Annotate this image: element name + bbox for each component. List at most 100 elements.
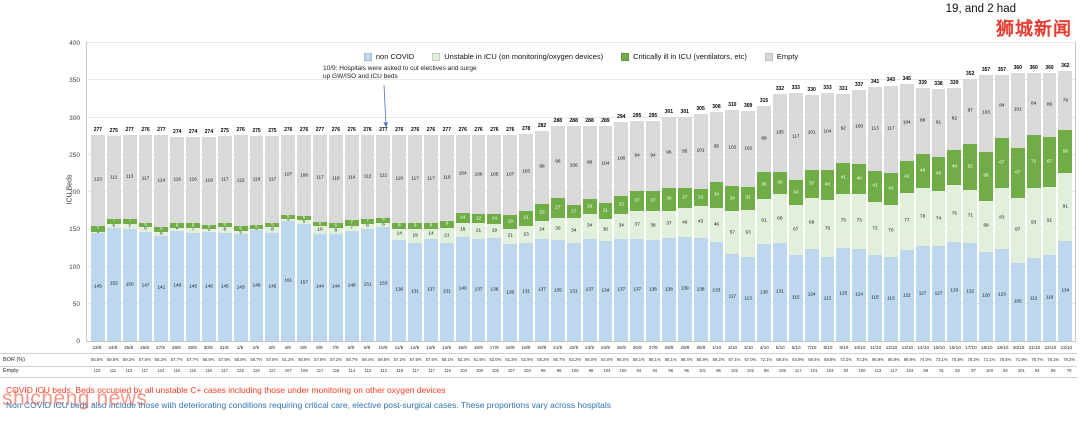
x-axis-date: 11/10: [870, 345, 882, 350]
bar-segment-non_covid: 120: [979, 251, 993, 341]
bar-total-value: 277: [125, 126, 134, 133]
bar-segment-non_covid: 138: [693, 238, 708, 341]
table-cell: 68.1%: [648, 357, 661, 362]
bar-segment-critical: 23: [693, 189, 708, 207]
table-cell: 58.1%: [441, 357, 454, 362]
bar-segment-critical: 6: [138, 222, 153, 228]
bar-stack: 145 27 123: [91, 134, 105, 341]
table-cells: 123 111 113 117 124 116 116 118 117 122 119 117 107 1…: [89, 365, 1077, 377]
bar-segment-value: 150: [125, 281, 134, 287]
bar-segment-value: 101: [696, 148, 705, 154]
x-axis-date: 29/9: [680, 345, 690, 350]
bar-segment-value: 46: [935, 170, 942, 176]
bar-segment-value: 148: [347, 282, 356, 288]
table-cell: 112: [380, 368, 388, 373]
bar-segment-unstable: 14: [392, 229, 407, 240]
bar-segment-non_covid: 131: [566, 243, 581, 341]
bar-segment-non_covid: 127: [931, 246, 946, 341]
bar-segment-empty: 117: [883, 85, 898, 173]
bar-segment-empty: 117: [788, 92, 803, 181]
table-cell: 108: [300, 368, 308, 373]
bar-total-value: 274: [188, 128, 198, 135]
bar-segment-non_covid: 143: [233, 234, 248, 341]
bar-segment-value: 6: [366, 222, 369, 228]
bar-segment-critical: 5: [281, 214, 296, 219]
bar-column: 136 38 27 94 295: [646, 43, 660, 341]
bar-segment-unstable: 19: [487, 224, 502, 239]
bar-total-value: 338: [934, 81, 943, 88]
table-cell: 117: [316, 368, 324, 373]
bar-column: 144 10 6 117 277: [313, 43, 327, 341]
table-cell: 104: [460, 368, 468, 373]
bar-segment-empty: 98: [535, 130, 549, 204]
bar-total-value: 276: [426, 127, 436, 134]
bar-segment-critical: 31: [741, 186, 756, 210]
bar-segment-value: 23: [539, 209, 545, 215]
table-cell: 57.6%: [138, 357, 151, 362]
bar-segment-empty: 112: [360, 135, 375, 219]
bar-segment-value: 101: [1013, 107, 1022, 113]
bar-segment-unstable: 76: [820, 200, 835, 257]
x-axis-date: 7/9: [332, 345, 339, 350]
bar-segment-non_covid: 132: [963, 242, 978, 341]
table-cell: 76.1%: [1047, 357, 1060, 362]
bar-segment-value: 34: [618, 222, 624, 228]
bar-segment-value: 116: [189, 176, 197, 182]
bar-total-value: 352: [966, 70, 975, 77]
bar-column: 131 21 9 116 277: [439, 43, 454, 341]
bar-segment-value: 6: [302, 214, 306, 220]
bar-stack: 135 30 27 96: [550, 126, 565, 341]
bar-stack: 140 18 14 104: [455, 135, 470, 341]
bar-segment-critical: 43: [883, 172, 898, 205]
table-cell: 112: [364, 368, 372, 373]
bar-segment-empty: 103: [979, 75, 993, 152]
bar-segment-value: 5: [223, 221, 227, 227]
bar-segment-empty: 103: [519, 133, 534, 211]
bar-segment-value: 145: [268, 283, 277, 289]
x-axis-date: 21/9: [553, 345, 563, 350]
x-axis-date: 3/10: [743, 345, 753, 350]
bar-segment-critical: 30: [772, 171, 787, 195]
table-cell: 100: [858, 368, 866, 373]
bar-segment-empty: 91: [931, 89, 946, 157]
bar-segment-value: 6: [382, 221, 385, 227]
table-cell: 117: [890, 368, 898, 373]
bar-segment-non_covid: 134: [598, 241, 613, 341]
bar-total-value: 333: [823, 84, 832, 91]
table-cell: 107: [284, 368, 292, 373]
bar-segment-value: 5: [302, 218, 306, 224]
bar-column: 132 71 62 87 352: [963, 43, 978, 341]
bar-segment-value: 122: [902, 292, 911, 298]
bar-segment-unstable: 30: [550, 218, 565, 241]
table-cell: 72.1%: [760, 357, 773, 362]
empty-swatch-icon: [764, 52, 773, 61]
bar-segment-value: 95: [682, 148, 688, 154]
bar-segment-non_covid: 137: [471, 238, 486, 341]
bar-segment-value: 137: [538, 286, 546, 292]
bar-segment-empty: 116: [439, 134, 454, 222]
bar-segment-value: 105: [1013, 298, 1022, 304]
bar-segment-empty: 105: [772, 93, 787, 172]
bar-segment-critical: 5: [202, 224, 216, 229]
x-axis-date: 20/9: [537, 345, 547, 350]
bar-segment-critical: 27: [630, 191, 645, 212]
bar-stack: 151 6 7 112: [360, 135, 375, 341]
bar-segment-empty: 98: [582, 126, 597, 200]
bar-segment-empty: 116: [170, 136, 185, 224]
bar-column: 145 8 5 117 275: [265, 43, 280, 341]
bar-segment-critical: 5: [249, 224, 264, 229]
bar-segment-value: 84: [1031, 100, 1037, 106]
bar-segment-unstable: 3: [281, 217, 296, 221]
bar-segment-value: 101: [807, 129, 816, 135]
bar-segment-value: 6: [175, 222, 179, 228]
bar-total-value: 294: [617, 113, 626, 120]
table-cell: 64.9%: [792, 357, 805, 362]
bar-segment-value: 21: [507, 232, 513, 238]
table-cell: 101: [1017, 368, 1025, 373]
bar-segment-unstable: 93: [1026, 188, 1041, 258]
bar-stack: 127 74 46 91: [931, 89, 946, 341]
table-cell: 65.9%: [887, 357, 900, 362]
bar-segment-critical: 5: [217, 222, 232, 228]
x-axis-date: 15/10: [933, 345, 945, 350]
